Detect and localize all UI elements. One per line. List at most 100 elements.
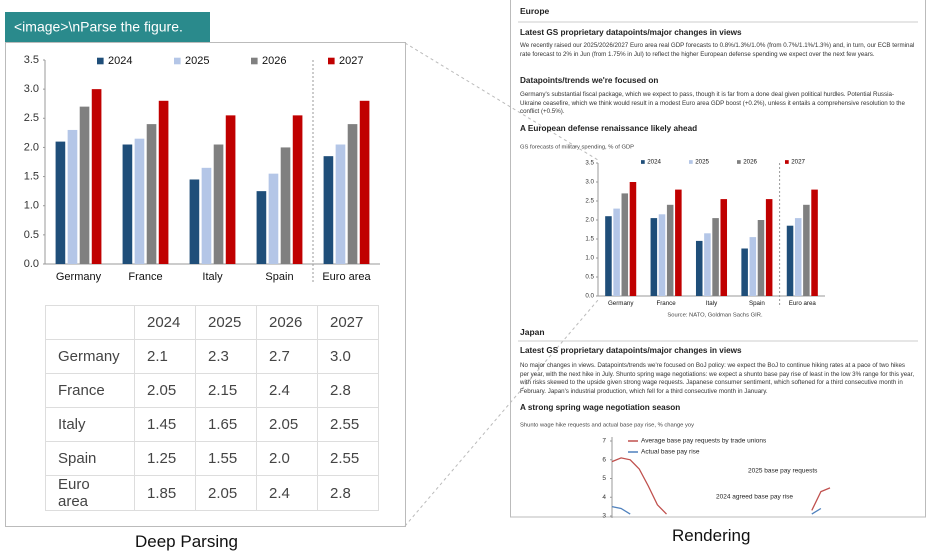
heading: Datapoints/trends we're focused on: [520, 76, 659, 85]
table-cell: Germany: [45, 339, 135, 374]
table-cell: 2.15: [195, 373, 257, 408]
table-cell: 1.85: [134, 475, 196, 511]
bar: [741, 248, 748, 296]
table-cell: [45, 305, 135, 340]
line: [611, 505, 822, 515]
table-cell: 2.3: [195, 339, 257, 374]
bar: [666, 204, 674, 296]
bar: [695, 240, 703, 296]
bar: [629, 182, 637, 296]
y-tick-label: 2.0: [585, 217, 594, 224]
y-tick-label: 1.5: [585, 236, 594, 243]
bar: [786, 225, 794, 296]
table-row: France 2.05 2.15 2.4 2.8: [45, 373, 379, 408]
bar: [650, 218, 658, 296]
legend-label: Average base pay requests by trade union…: [641, 438, 767, 445]
legend-swatch: [785, 160, 789, 164]
table-cell: 2.4: [256, 475, 318, 511]
table-row: 2024 2025 2026 2027: [45, 305, 379, 340]
y-tick-label: 3.0: [24, 83, 39, 95]
bar: [712, 218, 719, 296]
legend-swatch: [174, 57, 181, 65]
legend-label: 2024: [108, 55, 132, 67]
y-tick-label: 3.5: [585, 160, 594, 167]
bar: [146, 124, 157, 264]
right-panel: [510, 0, 926, 518]
x-tick-label: France: [128, 271, 162, 283]
bar: [323, 156, 334, 264]
y-tick-label: 3.0: [585, 179, 594, 186]
legend-label: 2027: [339, 55, 363, 67]
y-tick-label: 0.5: [24, 229, 39, 241]
table-cell: 2.8: [317, 373, 379, 408]
table-row: Italy 1.45 1.65 2.05 2.55: [45, 407, 379, 442]
annotation: 2025 base pay requests: [748, 468, 818, 475]
table-cell: 2027: [317, 305, 379, 340]
bar: [749, 237, 757, 296]
legend-label: Actual base pay rise: [641, 449, 700, 456]
table-cell: 2.05: [256, 407, 318, 442]
heading: A European defense renaissance likely ah…: [520, 124, 698, 133]
chart-title: GS forecasts of military spending, % of …: [520, 145, 634, 151]
bar: [122, 144, 133, 264]
x-tick-label: Germany: [56, 271, 102, 283]
table-cell: 2.0: [256, 441, 318, 476]
paragraph: Germany's substantial fiscal package, wh…: [520, 91, 905, 116]
line: [611, 457, 831, 515]
x-tick-label: Germany: [608, 300, 634, 307]
chart-title: Shunto wage hike requests and actual bas…: [520, 423, 694, 429]
bar: [189, 179, 200, 264]
bar: [658, 214, 666, 296]
bar: [605, 216, 612, 296]
caption: Deep Parsing: [135, 532, 239, 551]
legend-label: 2025: [185, 55, 209, 67]
heading: A strong spring wage negotiation season: [520, 403, 681, 412]
bar: [720, 199, 728, 296]
bar: [91, 89, 102, 265]
table-cell: 2.8: [317, 475, 379, 511]
section-title: Japan: [520, 327, 545, 337]
bar: [158, 100, 169, 264]
bar: [280, 147, 291, 264]
legend-label: 2027: [791, 159, 805, 166]
connector: [404, 299, 599, 527]
table-cell: 2.1: [134, 339, 196, 374]
table-cell: 2.55: [317, 441, 379, 476]
legend-label: 2025: [695, 159, 709, 166]
legend-label: 2024: [647, 159, 661, 166]
table-cell: 3.0: [317, 339, 379, 374]
y-tick-label: 3: [602, 513, 606, 520]
paragraph: We recently raised our 2025/2026/2027 Eu…: [520, 42, 915, 58]
bar: [811, 189, 818, 296]
legend-label: 2026: [262, 55, 286, 67]
annotation: 2024 agreed base pay rise: [716, 494, 793, 501]
y-tick-label: 1.0: [24, 200, 39, 212]
paragraph: No major changes in views. Datapoints/tr…: [520, 362, 915, 395]
x-tick-label: Euro area: [789, 300, 817, 307]
section-title: Europe: [520, 6, 550, 16]
table-cell: 1.65: [195, 407, 257, 442]
bar: [79, 106, 90, 264]
y-tick-label: 0.0: [585, 293, 594, 300]
table-cell: 2024: [134, 305, 196, 340]
x-tick-label: Italy: [202, 271, 223, 283]
bar: [794, 218, 802, 296]
bar: [335, 144, 346, 264]
y-tick-label: 2.5: [585, 198, 594, 205]
x-tick-label: Spain: [265, 271, 293, 283]
y-tick-label: 2.5: [24, 112, 39, 124]
table-cell: France: [45, 373, 135, 408]
connector: [404, 42, 599, 161]
y-tick-label: 5: [602, 475, 606, 482]
heading: Latest GS proprietary datapoints/major c…: [520, 28, 742, 37]
y-tick-label: 7: [602, 438, 606, 445]
x-tick-label: France: [656, 300, 676, 307]
caption: Rendering: [672, 526, 751, 545]
bar: [134, 138, 145, 264]
prompt-box: [5, 12, 210, 42]
bar: [213, 144, 224, 264]
bar: [704, 233, 711, 296]
legend-swatch: [689, 160, 693, 164]
legend-swatch: [328, 57, 335, 65]
